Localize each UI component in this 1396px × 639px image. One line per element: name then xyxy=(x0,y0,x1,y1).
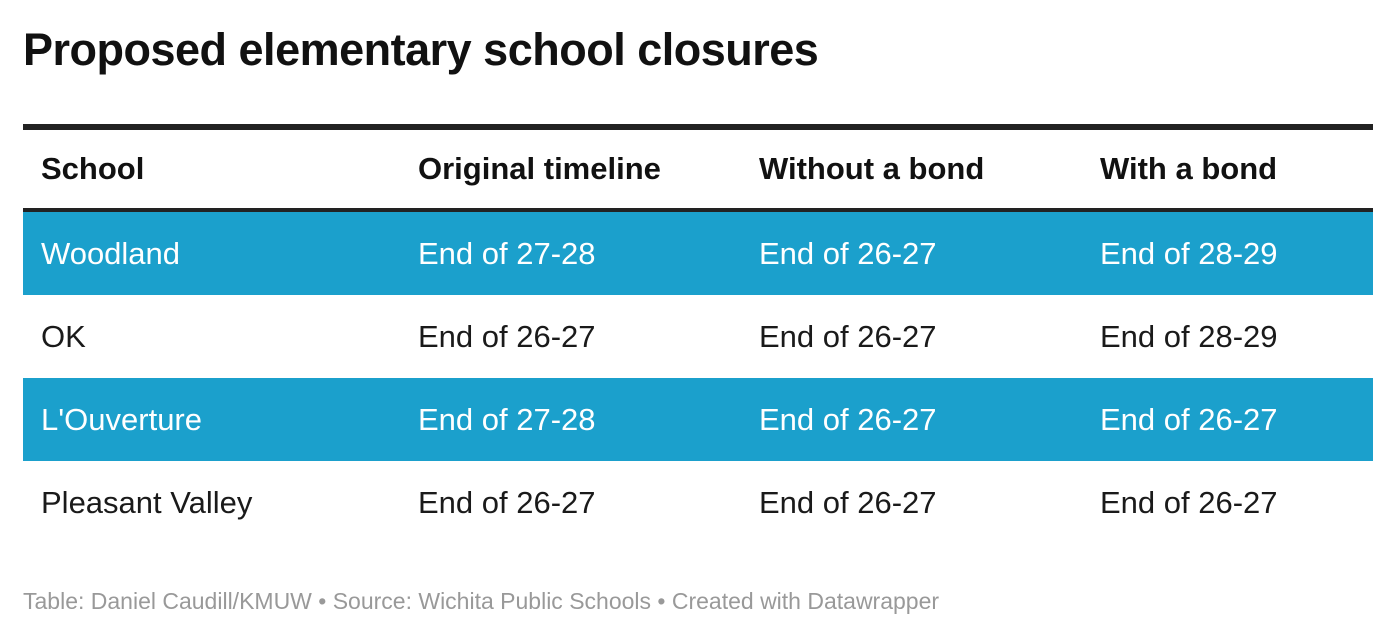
column-header-with-bond[interactable]: With a bond xyxy=(1100,151,1278,186)
cell-school: L'Ouverture xyxy=(41,401,202,437)
cell-original-timeline: End of 26-27 xyxy=(418,318,596,354)
source-footer: Table: Daniel Caudill/KMUW • Source: Wic… xyxy=(23,588,940,614)
table-row: Pleasant Valley End of 26-27 End of 26-27 E… xyxy=(23,461,1373,544)
cell-school: Pleasant Valley xyxy=(41,484,253,520)
cell-school: Woodland xyxy=(41,235,181,271)
page-title: Proposed elementary school closures xyxy=(23,24,819,75)
cell-without-bond: End of 26-27 xyxy=(759,401,937,437)
table-body: Woodland End of 27-28 End of 26-27 End of 2… xyxy=(23,212,1373,544)
cell-school: OK xyxy=(41,318,86,354)
cell-without-bond: End of 26-27 xyxy=(759,318,937,354)
table-header-row: School Original timeline Without a bond … xyxy=(23,130,1373,212)
cell-with-bond: End of 28-29 xyxy=(1100,235,1278,271)
cell-original-timeline: End of 26-27 xyxy=(418,484,596,520)
cell-without-bond: End of 26-27 xyxy=(759,235,937,271)
column-header-school[interactable]: School xyxy=(41,151,145,186)
cell-with-bond: End of 26-27 xyxy=(1100,401,1278,437)
table-row: L'Ouverture End of 27-28 End of 26-27 End o… xyxy=(23,378,1373,461)
cell-without-bond: End of 26-27 xyxy=(759,484,937,520)
cell-with-bond: End of 26-27 xyxy=(1100,484,1278,520)
cell-original-timeline: End of 27-28 xyxy=(418,235,596,271)
table-row: Woodland End of 27-28 End of 26-27 End of 2… xyxy=(23,212,1373,295)
closures-table: School Original timeline Without a bond … xyxy=(23,124,1373,544)
cell-with-bond: End of 28-29 xyxy=(1100,318,1278,354)
column-header-original-timeline[interactable]: Original timeline xyxy=(418,151,661,186)
column-header-without-bond[interactable]: Without a bond xyxy=(759,151,985,186)
cell-original-timeline: End of 27-28 xyxy=(418,401,596,437)
table-row: OK End of 26-27 End of 26-27 End of 28-29 xyxy=(23,295,1373,378)
